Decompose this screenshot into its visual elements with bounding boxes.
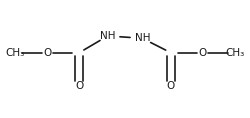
Text: NH: NH xyxy=(100,31,116,41)
Text: NH: NH xyxy=(134,33,150,43)
Text: CH₃: CH₃ xyxy=(5,48,24,58)
Text: CH₃: CH₃ xyxy=(226,48,245,58)
Text: O: O xyxy=(199,48,207,58)
Text: O: O xyxy=(75,81,84,91)
Text: O: O xyxy=(43,48,51,58)
Text: O: O xyxy=(166,81,175,91)
